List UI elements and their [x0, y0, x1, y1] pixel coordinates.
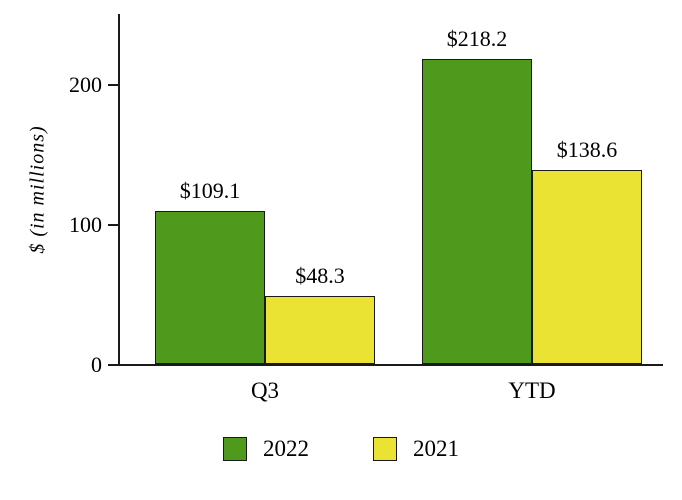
y-tick-label-0: 0 [91, 352, 102, 377]
bar-value-label-2022-q3: $109.1 [179, 178, 241, 203]
y-tick-mark-0 [108, 364, 118, 366]
bar-value-label-2022-ytd: $218.2 [446, 26, 508, 51]
bar-2021-ytd [532, 170, 642, 364]
bar-2022-q3 [155, 211, 265, 364]
legend-item-2022: 2022 [223, 436, 309, 462]
y-tick-mark-200 [108, 84, 118, 86]
bar-value-label-2021-ytd: $138.6 [556, 137, 618, 162]
x-axis-line [118, 364, 663, 366]
y-tick-label-100: 100 [69, 212, 102, 237]
y-axis-line [118, 14, 120, 366]
legend-swatch-2022 [223, 437, 247, 461]
legend-label-2021: 2021 [413, 436, 459, 461]
legend-item-2021: 2021 [373, 436, 459, 462]
y-tick-label-200: 200 [69, 72, 102, 97]
bar-2022-ytd [422, 59, 532, 364]
x-category-label-ytd: YTD [508, 378, 556, 403]
chart-legend: 2022 2021 [0, 436, 682, 462]
legend-swatch-2021 [373, 437, 397, 461]
bar-2021-q3 [265, 296, 375, 364]
legend-label-2022: 2022 [263, 436, 309, 461]
y-axis-title: $ (in millions) [26, 125, 49, 254]
y-tick-mark-100 [108, 224, 118, 226]
bar-value-label-2021-q3: $48.3 [295, 263, 345, 288]
x-category-label-q3: Q3 [250, 378, 280, 403]
